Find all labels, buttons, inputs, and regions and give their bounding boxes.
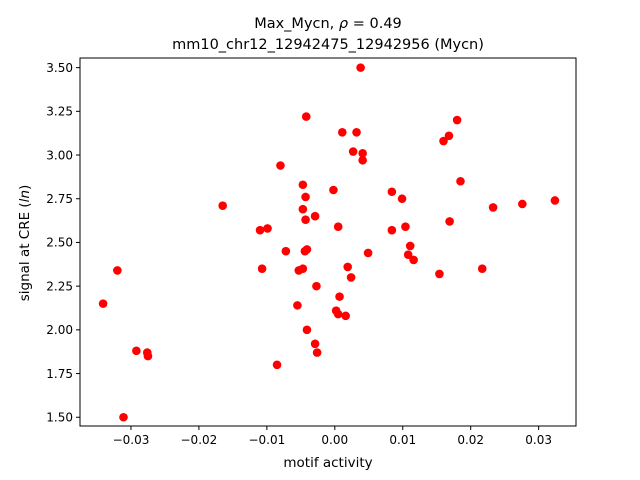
x-tick-label: 0.00	[321, 433, 348, 447]
data-point	[333, 309, 343, 319]
data-point	[387, 225, 397, 235]
data-point	[397, 194, 407, 204]
data-point	[310, 211, 320, 221]
data-point	[387, 187, 397, 197]
data-point	[301, 192, 310, 202]
data-point	[218, 201, 227, 211]
x-tick-label: 0.02	[457, 433, 484, 447]
data-point	[263, 224, 272, 233]
y-tick-label: 2.25	[46, 279, 73, 293]
data-point	[132, 346, 141, 356]
y-tick-label: 3.25	[46, 105, 73, 119]
data-point	[550, 196, 560, 205]
y-tick-label: 1.75	[46, 367, 73, 381]
data-point	[403, 250, 413, 259]
data-point	[456, 176, 465, 186]
y-tick-label: 3.00	[46, 148, 73, 162]
data-point	[302, 325, 312, 335]
data-point	[119, 412, 128, 422]
data-point	[518, 199, 527, 209]
chart-title-line2: mm10_chr12_12942475_12942956 (Mycn)	[172, 37, 484, 53]
x-tick-label: −0.02	[181, 433, 218, 447]
data-point	[302, 245, 312, 254]
y-axis-label: signal at CRE (ln)	[17, 185, 33, 302]
data-point	[301, 215, 310, 225]
data-point	[272, 360, 282, 370]
data-point	[452, 115, 462, 125]
data-point	[439, 136, 448, 146]
data-point	[401, 222, 410, 231]
data-point	[435, 269, 444, 279]
data-point	[346, 273, 356, 282]
x-axis-ticks: −0.03 −0.02 −0.01 0.00 0.01 0.02 0.03	[113, 426, 552, 447]
data-point	[363, 248, 373, 258]
y-axis-ticks: 1.50 1.75 2.00 2.25 2.50 2.75 3.00 3.25 3.50	[46, 61, 80, 425]
data-point	[335, 292, 344, 301]
data-point	[329, 185, 338, 195]
data-point	[444, 131, 454, 141]
data-point	[312, 348, 322, 357]
y-tick-label: 2.75	[46, 192, 73, 206]
data-point	[488, 203, 498, 212]
data-point	[281, 246, 291, 256]
data-point	[358, 148, 367, 158]
data-point	[409, 255, 418, 265]
x-tick-label: 0.03	[525, 433, 552, 447]
data-point	[113, 266, 122, 275]
data-point	[477, 264, 487, 273]
x-axis-label: motif activity	[283, 455, 372, 471]
data-point	[358, 155, 367, 165]
data-point	[294, 266, 304, 275]
chart-title-line1: Max_Mycn, ρ = 0.49	[254, 16, 402, 32]
data-point	[337, 128, 347, 137]
data-point	[298, 180, 308, 190]
data-point	[343, 262, 353, 272]
data-point	[312, 281, 321, 291]
data-point	[276, 161, 285, 170]
data-point	[98, 299, 108, 308]
data-point	[301, 112, 311, 121]
data-point	[333, 222, 343, 231]
data-point	[298, 204, 308, 214]
x-tick-label: −0.03	[113, 433, 150, 447]
data-point	[257, 264, 267, 273]
data-points	[98, 63, 560, 422]
x-tick-label: 0.01	[389, 433, 416, 447]
y-tick-label: 2.50	[46, 236, 73, 250]
data-point	[405, 241, 415, 251]
y-tick-label: 1.50	[46, 411, 73, 425]
data-point	[341, 311, 350, 321]
data-point	[352, 128, 361, 137]
y-tick-label: 2.00	[46, 323, 73, 337]
data-point	[310, 339, 320, 349]
data-point	[445, 217, 454, 226]
data-point	[143, 351, 153, 361]
data-point	[293, 301, 302, 310]
data-point	[255, 225, 265, 235]
x-tick-label: −0.01	[248, 433, 285, 447]
data-point	[356, 63, 365, 72]
data-point	[348, 147, 358, 156]
y-tick-label: 3.50	[46, 61, 73, 75]
